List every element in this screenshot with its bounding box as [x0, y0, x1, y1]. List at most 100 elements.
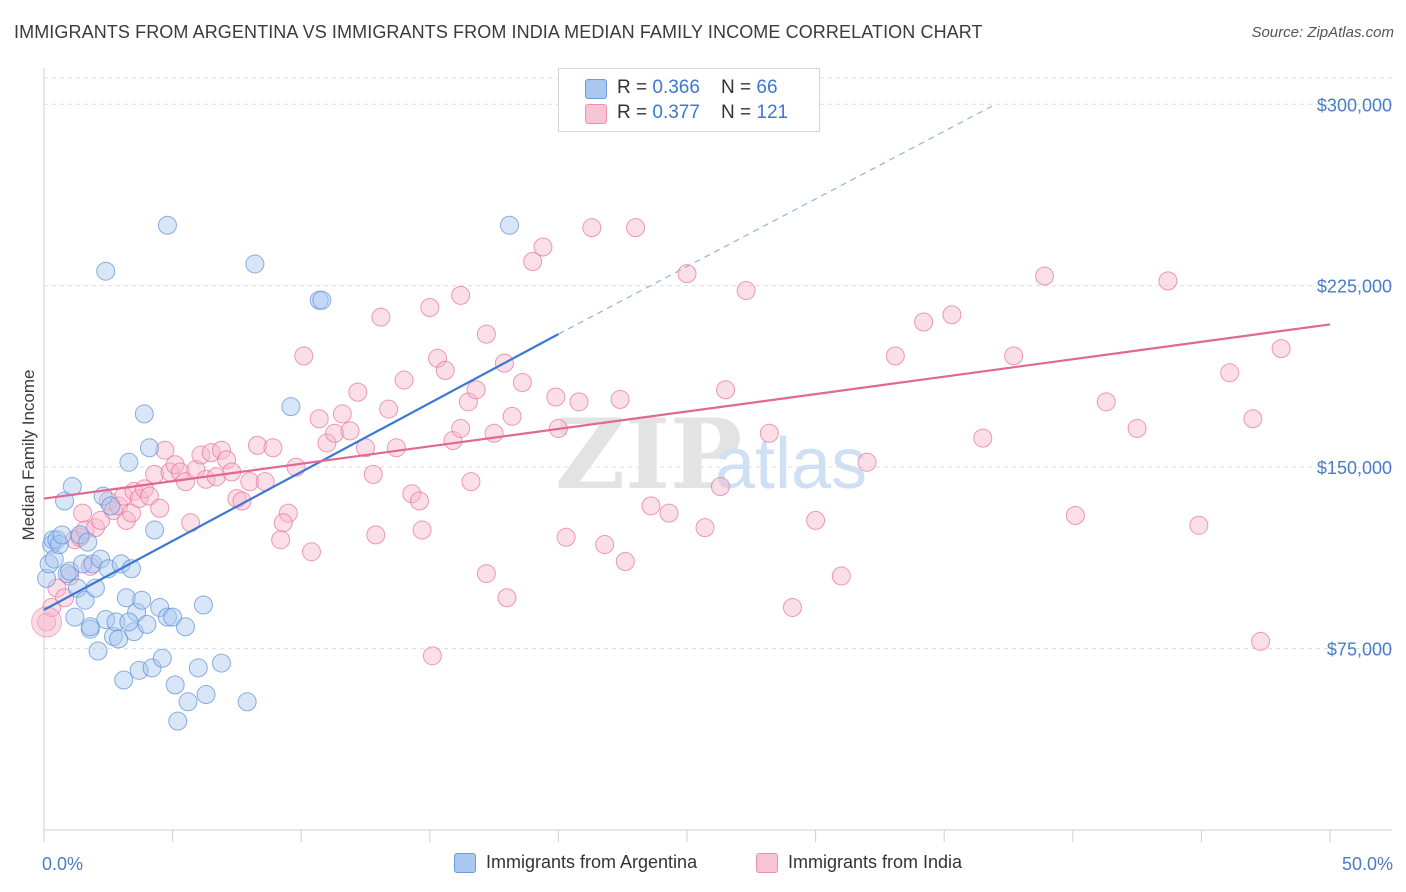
data-point-argentina: [37, 568, 57, 588]
data-point-argentina: [114, 670, 134, 690]
data-point-argentina: [152, 648, 172, 668]
trend-lines: [43, 103, 1331, 611]
data-point-india: [443, 431, 463, 451]
data-point-india: [247, 435, 267, 455]
data-point-india: [736, 281, 756, 301]
data-point-india: [806, 510, 826, 530]
data-point-argentina: [245, 254, 265, 274]
data-point-india: [677, 264, 697, 284]
data-point-argentina: [157, 607, 177, 627]
data-point-india: [386, 438, 406, 458]
data-point-india: [1035, 266, 1055, 286]
data-point-india: [759, 423, 779, 443]
data-point-argentina: [73, 554, 93, 574]
data-point-india: [286, 457, 306, 477]
data-point-india: [695, 518, 715, 538]
data-point-argentina: [91, 549, 111, 569]
data-point-argentina: [57, 564, 77, 584]
data-point-india: [422, 646, 442, 666]
data-point-india: [394, 370, 414, 390]
data-point-argentina: [175, 617, 195, 637]
y-tick-label: $225,000: [1317, 277, 1392, 297]
data-point-argentina: [96, 261, 116, 281]
data-point-india: [412, 520, 432, 540]
data-point-india: [273, 513, 293, 533]
data-point-india: [150, 498, 170, 518]
data-point-argentina: [157, 215, 177, 235]
r-label: R =: [617, 77, 653, 98]
data-point-argentina: [196, 685, 216, 705]
data-point-india: [595, 535, 615, 555]
data-point-india: [155, 440, 175, 460]
data-point-india: [47, 578, 67, 598]
data-point-india: [466, 380, 486, 400]
data-point-argentina: [132, 590, 152, 610]
data-point-india: [533, 237, 553, 257]
tick-labels: $75,000 $150,000 $225,000 $300,000 0.0% 50.0%: [42, 95, 1393, 874]
data-point-india: [317, 433, 337, 453]
data-point-india: [914, 312, 934, 332]
data-point-argentina: [62, 476, 82, 496]
data-point-india: [512, 372, 532, 392]
data-point-argentina: [88, 641, 108, 661]
india-legend-label: Immigrants from India: [788, 852, 963, 872]
data-point-argentina: [168, 711, 188, 731]
india-swatch: [585, 104, 607, 124]
argentina-legend-label: Immigrants from Argentina: [486, 852, 698, 872]
data-point-argentina: [165, 675, 185, 695]
data-point-india: [1065, 506, 1085, 526]
series-argentina-points: [37, 215, 520, 731]
watermark: ZIP atlas: [555, 398, 867, 511]
data-point-argentina: [281, 397, 301, 417]
data-point-argentina: [188, 658, 208, 678]
data-point-india: [271, 530, 291, 550]
y-tick-label: $75,000: [1327, 640, 1392, 660]
gridlines: [44, 77, 1392, 650]
data-point-argentina: [312, 290, 332, 310]
watermark-atlas: atlas: [715, 424, 867, 504]
data-point-india: [139, 486, 159, 506]
trend-line-india: [43, 323, 1331, 500]
n-value: 66: [756, 77, 778, 98]
data-point-argentina: [119, 452, 139, 472]
n-label: N =: [721, 77, 757, 98]
data-point-india: [556, 527, 576, 547]
x-tick-label: 0.0%: [42, 854, 83, 874]
data-point-india: [240, 472, 260, 492]
data-point-argentina: [193, 595, 213, 615]
data-point-india: [340, 421, 360, 441]
data-point-india: [1158, 271, 1178, 291]
data-point-argentina: [150, 597, 170, 617]
data-point-india: [379, 399, 399, 419]
data-point-india: [885, 346, 905, 366]
data-point-india: [497, 588, 517, 608]
data-point-india: [435, 360, 455, 380]
data-point-argentina: [65, 607, 85, 627]
data-point-india: [523, 252, 543, 272]
india-legend-swatch: [756, 853, 778, 873]
data-point-india: [356, 438, 375, 458]
data-point-argentina: [500, 215, 520, 235]
n-value: 121: [756, 102, 789, 123]
data-point-india: [716, 380, 736, 400]
source-note: Source: ZipAtlas.com: [1251, 24, 1394, 41]
data-point-argentina: [145, 520, 165, 540]
data-point-argentina: [75, 590, 95, 610]
argentina-legend-swatch: [454, 853, 476, 873]
data-point-india: [309, 409, 329, 429]
trend-line-argentina-extension: [558, 103, 996, 335]
data-point-india: [428, 348, 448, 368]
data-point-india: [546, 387, 566, 407]
data-point-india: [332, 404, 352, 424]
data-point-india: [476, 564, 496, 584]
data-point-argentina: [116, 588, 136, 608]
data-point-india: [410, 491, 430, 511]
data-point-india: [366, 525, 386, 545]
data-point-india: [294, 346, 314, 366]
data-point-india: [402, 484, 422, 504]
data-point-india: [458, 392, 478, 412]
data-point-india: [831, 566, 851, 586]
data-point-india: [610, 389, 630, 409]
data-point-india: [371, 307, 391, 327]
data-point-india: [73, 503, 93, 523]
